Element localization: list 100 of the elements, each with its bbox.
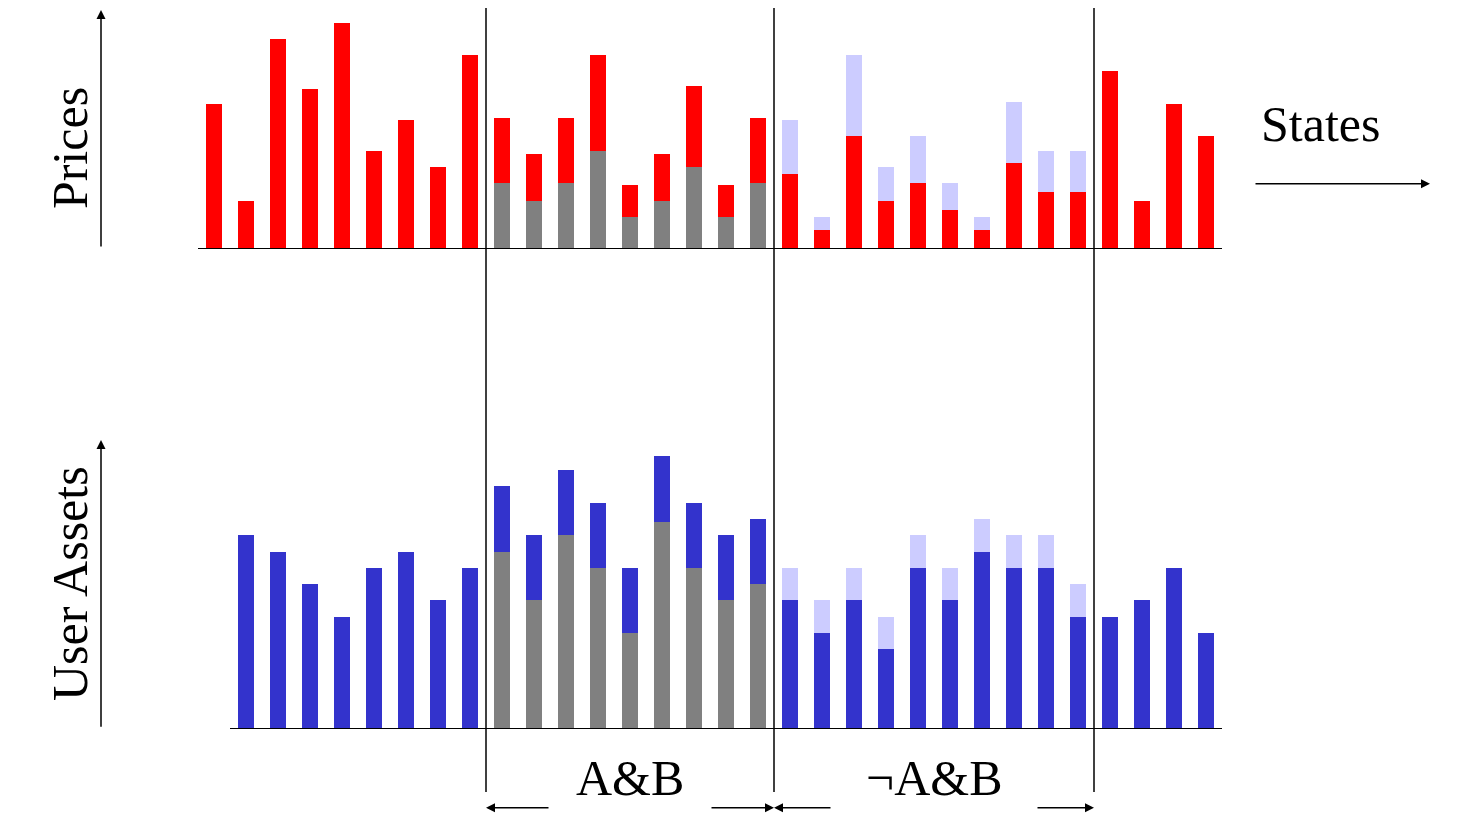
bar [654,455,670,522]
bar [494,118,510,184]
bar [302,89,318,249]
bar [846,599,862,728]
bar [430,599,446,728]
bar [270,39,286,249]
bar [526,154,542,202]
bar [846,136,862,249]
bar [558,534,574,728]
bar [782,174,798,249]
bar [558,118,574,184]
bar [782,599,798,728]
bar [1166,567,1182,728]
bar [1070,151,1086,193]
bar [942,183,958,211]
bar [974,551,990,728]
bar [910,183,926,249]
bar [334,616,350,728]
bar [398,120,414,249]
bar [878,201,894,249]
bar [366,567,382,728]
bar [238,534,254,728]
bar [814,599,830,633]
bar [526,201,542,249]
bar [974,217,990,231]
bar [718,534,734,600]
y-axis-title: Prices [41,86,98,210]
bar [814,632,830,728]
bar [910,534,926,568]
bar [846,55,862,137]
bar [622,217,638,249]
bar [494,183,510,249]
bar [910,136,926,184]
bar [878,648,894,728]
bar [750,118,766,184]
bar [686,167,702,249]
bar [1198,632,1214,728]
bar [206,104,222,249]
bar [1038,534,1054,568]
bar [750,583,766,728]
bar [494,485,510,552]
bar [686,567,702,728]
bar [654,201,670,249]
bar [270,551,286,728]
bar [334,23,350,249]
bar [430,167,446,249]
bar [750,183,766,249]
bar [846,567,862,600]
bar [526,534,542,600]
bar [878,167,894,202]
bar [494,551,510,728]
bar [942,599,958,728]
bar [590,567,606,728]
bar [782,120,798,175]
bar [654,521,670,728]
bar [878,616,894,649]
bar [462,567,478,728]
bar [974,518,990,552]
bar [1070,616,1086,728]
x-axis-title: States [1261,96,1381,152]
bar [1006,163,1022,249]
bar [398,551,414,728]
bar [302,583,318,728]
bar [1006,102,1022,164]
bar [1166,104,1182,249]
bar [366,151,382,249]
text: A&B [576,750,685,806]
bar [718,217,734,249]
bar [1006,534,1022,568]
bar [590,502,606,568]
bar [622,632,638,728]
bar [654,154,670,202]
bar [686,86,702,168]
bar [462,55,478,249]
y-axis-title: User Assets [41,466,98,702]
bar [1038,192,1054,249]
bar [1070,192,1086,249]
bar [910,567,926,728]
bar [1070,583,1086,617]
bar [814,230,830,249]
bar [750,518,766,584]
bar [526,599,542,728]
bar [1102,616,1118,728]
bar [942,567,958,600]
bar [942,210,958,249]
bar [686,502,702,568]
bar [718,185,734,218]
bar [558,469,574,535]
bar [1038,151,1054,193]
bar [622,567,638,633]
bar [1198,136,1214,249]
bar [590,55,606,152]
bar [238,201,254,249]
bar [814,217,830,231]
bar [622,185,638,218]
bar [782,567,798,600]
bar [1006,567,1022,728]
bar [974,230,990,249]
bar [558,183,574,249]
text: ¬A&B [866,750,1003,806]
